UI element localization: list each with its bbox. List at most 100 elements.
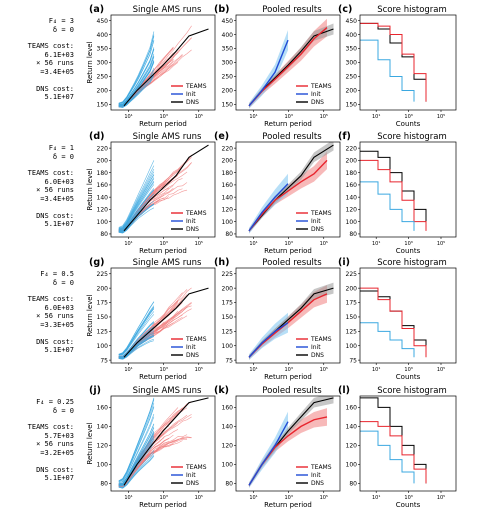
spacer (0, 415, 74, 423)
init-run-line (118, 47, 155, 105)
panel-(c) (358, 14, 457, 112)
y-tick-label: 150 (346, 102, 358, 109)
hist-init-curve (360, 181, 415, 231)
init-run-line (118, 340, 154, 360)
init-run-line (118, 31, 155, 104)
param-delta: δ = 0 (52, 25, 74, 34)
x-axis-label: Return period (139, 247, 187, 255)
y-tick-label: 100 (222, 219, 234, 226)
y-tick-label: 300 (97, 60, 109, 67)
param-forcing: F₄ = 1 (48, 144, 74, 152)
x-axis-label: Return period (139, 120, 187, 128)
panel-(i) (358, 267, 457, 365)
y-axis-label: Return level (86, 41, 94, 83)
hist-init-curve (360, 39, 415, 102)
legend-label: Init (311, 218, 321, 225)
y-tick-label: 125 (222, 329, 234, 336)
init-run-line (118, 416, 155, 484)
legend-label: Init (311, 344, 321, 351)
init-run-line (118, 165, 155, 229)
y-tick-label: 400 (222, 32, 234, 39)
x-axis-label: Return period (264, 247, 312, 255)
init-run-line (118, 72, 155, 108)
legend-label: Init (311, 91, 321, 98)
panel-label: (a) (89, 4, 104, 15)
y-tick-label: 150 (97, 102, 109, 109)
y-tick-label: 80 (100, 231, 108, 238)
legend-label: TEAMS (310, 210, 332, 217)
legend-label: DNS (311, 99, 324, 106)
param-runs: × 56 runs (36, 440, 74, 449)
y-tick-label: 200 (222, 88, 234, 95)
init-run-line (118, 34, 155, 104)
x-tick-label: 10³ (284, 114, 292, 120)
y-tick-label: 100 (222, 462, 234, 469)
x-tick-label: 10⁵ (195, 241, 203, 247)
y-tick-label: 140 (222, 424, 234, 431)
y-tick-label: 120 (346, 443, 358, 450)
y-tick-label: 225 (222, 271, 234, 278)
param-dns-cost-value: 5.1E+07 (44, 474, 74, 483)
y-axis-label: Return level (86, 294, 94, 336)
y-tick-label: 180 (222, 170, 234, 177)
init-run-line (118, 180, 155, 230)
init-run-line (118, 450, 155, 488)
panel-label: (g) (89, 257, 104, 268)
init-run-line (118, 413, 155, 483)
x-tick-label: 10⁵ (195, 495, 203, 501)
y-tick-label: 180 (346, 170, 358, 177)
spacer (0, 77, 74, 85)
y-tick-label: 150 (97, 314, 109, 321)
y-tick-label: 450 (97, 18, 109, 25)
plot-area (360, 287, 427, 358)
y-tick-label: 160 (346, 182, 358, 189)
x-tick-label: 10³ (404, 367, 412, 373)
panel-title: Score histogram (377, 5, 447, 15)
y-tick-label: 160 (222, 405, 234, 412)
param-teams-cost-label: TEAMS cost: (27, 42, 74, 51)
y-tick-label: 80 (349, 231, 357, 238)
y-tick-label: 250 (97, 74, 109, 81)
x-tick-label: 10¹ (372, 495, 380, 501)
y-tick-label: 75 (349, 357, 357, 364)
y-tick-label: 175 (346, 300, 358, 307)
legend-label: TEAMS (310, 464, 332, 471)
init-mean-line (248, 183, 289, 232)
spacer (0, 287, 74, 295)
init-run-line (118, 177, 155, 230)
y-tick-label: 150 (222, 102, 234, 109)
y-tick-label: 160 (222, 182, 234, 189)
y-tick-label: 350 (222, 46, 234, 53)
y-tick-label: 140 (97, 424, 109, 431)
panel-title: Single AMS runs (133, 258, 202, 268)
legend-label: TEAMS (310, 83, 332, 90)
x-tick-label: 10³ (284, 241, 292, 247)
y-tick-label: 150 (346, 314, 358, 321)
y-tick-label: 80 (349, 481, 357, 488)
panel-title: Pooled results (262, 386, 322, 396)
y-tick-label: 75 (100, 357, 108, 364)
param-total: =3.4E+05 (40, 194, 74, 203)
panel-title: Score histogram (377, 132, 447, 142)
y-tick-label: 300 (222, 60, 234, 67)
legend-label: TEAMS (185, 464, 207, 471)
row-params: F₄ = 0.25 δ = 0 TEAMS cost: 5.7E+03 × 56 run… (0, 398, 74, 483)
init-run-line (118, 160, 155, 228)
legend-label: DNS (186, 99, 199, 106)
x-tick-label: 10¹ (372, 367, 380, 373)
init-run-line (118, 311, 155, 356)
panel-label: (e) (214, 131, 229, 142)
y-tick-label: 225 (97, 271, 109, 278)
x-tick-label: 10¹ (249, 114, 257, 120)
panel-label: (b) (214, 4, 229, 15)
legend-label: TEAMS (185, 210, 207, 217)
param-teams-cost-label: TEAMS cost: (27, 169, 74, 178)
panel-(l) (358, 395, 457, 493)
y-tick-label: 150 (222, 314, 234, 321)
hist-teams-curve (360, 22, 427, 102)
init-run-line (118, 301, 155, 355)
y-tick-label: 160 (346, 405, 358, 412)
plot-area (118, 25, 209, 108)
y-tick-label: 450 (222, 18, 234, 25)
